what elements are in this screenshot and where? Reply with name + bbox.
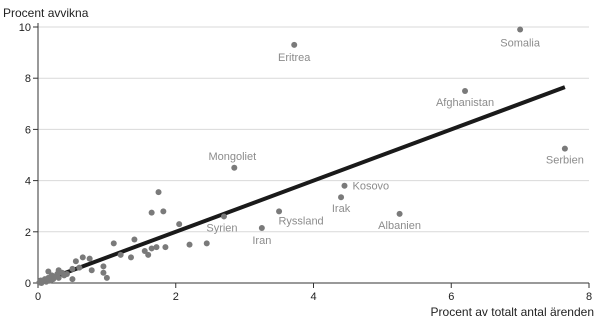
y-tick-label: 8 — [25, 73, 31, 85]
data-point-iran — [258, 224, 265, 231]
trend-line-group — [37, 85, 566, 285]
y-tick-label: 4 — [25, 176, 31, 188]
data-point — [103, 274, 110, 281]
gridlines — [38, 26, 589, 233]
tick-labels: 0 2 4 6 8 10 0 2 4 6 8 — [19, 22, 592, 303]
trend-line — [37, 85, 566, 285]
data-point — [55, 267, 62, 274]
data-point — [160, 208, 167, 215]
data-point — [153, 244, 160, 251]
data-point-syrien — [220, 213, 227, 220]
x-tick-label: 2 — [173, 291, 179, 303]
point-label-syrien: Syrien — [206, 222, 237, 234]
data-point-serbien — [561, 145, 568, 152]
data-point-kosovo — [341, 182, 348, 189]
data-point-afghanistan — [462, 88, 469, 94]
data-point — [69, 265, 76, 272]
data-point — [148, 245, 155, 252]
data-point — [162, 244, 169, 251]
x-tick-label: 4 — [310, 291, 316, 303]
data-point — [100, 269, 107, 276]
data-point — [155, 189, 162, 196]
point-label-afghanistan: Afghanistan — [436, 97, 494, 109]
data-point-irak — [338, 194, 345, 201]
data-points — [36, 26, 568, 286]
data-point — [176, 221, 183, 228]
data-point — [127, 254, 134, 261]
data-point — [141, 248, 148, 254]
data-point-mongoliet — [231, 164, 238, 171]
data-point — [88, 267, 95, 274]
y-tick-label: 6 — [25, 124, 31, 136]
y-tick-label: 0 — [25, 278, 31, 290]
data-point — [86, 255, 93, 262]
y-axis-title: Procent avvikna — [3, 6, 89, 20]
data-point — [79, 254, 86, 261]
point-label-ryssland: Ryssland — [278, 215, 323, 227]
data-point — [38, 280, 45, 286]
point-label-kosovo: Kosovo — [352, 181, 389, 193]
point-label-serbien: Serbien — [546, 155, 584, 167]
x-axis-title: Procent av totalt antal ärenden — [431, 305, 594, 319]
data-point — [203, 240, 210, 247]
data-point — [45, 268, 52, 275]
data-point — [131, 236, 138, 243]
data-point-ryssland — [276, 208, 283, 215]
y-tick-label: 2 — [25, 227, 31, 239]
point-label-irak: Irak — [332, 203, 351, 215]
x-tick-label: 6 — [448, 291, 454, 303]
data-point — [117, 251, 124, 258]
data-point — [76, 264, 83, 271]
point-label-iran: Iran — [252, 235, 271, 247]
point-label-eritrea: Eritrea — [278, 52, 311, 64]
point-labels: Somalia Eritrea Afghanistan Serbien Mongolie… — [206, 38, 583, 247]
data-point-somalia — [517, 26, 524, 33]
point-label-albanien: Albanien — [378, 220, 421, 232]
data-point — [110, 240, 117, 247]
x-tick-label: 8 — [586, 291, 592, 303]
data-point — [100, 263, 107, 270]
data-point-eritrea — [291, 41, 298, 48]
data-point — [69, 276, 76, 283]
data-point — [145, 251, 152, 258]
x-tick-label: 0 — [35, 291, 41, 303]
data-point — [186, 241, 193, 248]
axes — [33, 23, 590, 288]
data-point — [148, 209, 155, 216]
data-point — [72, 258, 79, 265]
point-label-somalia: Somalia — [500, 38, 541, 50]
data-point-albanien — [396, 210, 403, 217]
y-tick-label: 10 — [19, 22, 31, 34]
point-label-mongoliet: Mongoliet — [208, 151, 256, 163]
